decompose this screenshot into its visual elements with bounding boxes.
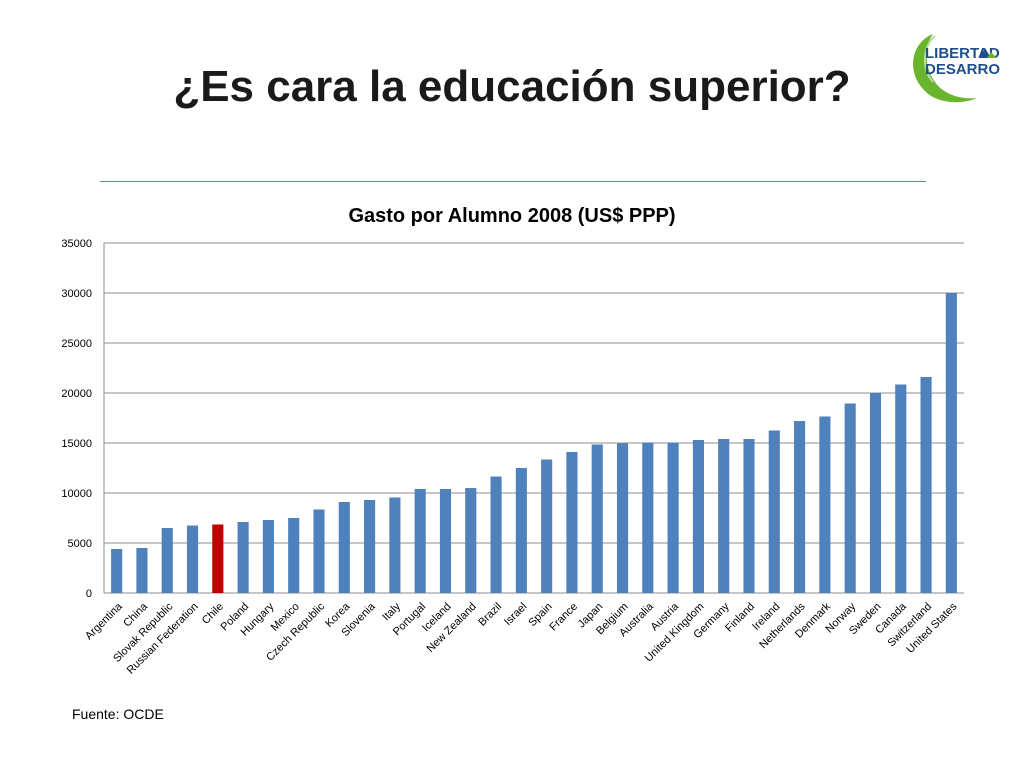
y-axis-ticks: 0 5000 10000 15000 20000 25000 30000 35000 [61, 238, 92, 600]
bar-korea [338, 502, 350, 593]
bar-chart: Gasto por Alumno 2008 (US$ PPP) 0 5000 100… [61, 205, 964, 677]
bar-united-kingdom [692, 440, 704, 593]
bars [111, 293, 957, 593]
bar-czech-republic [313, 509, 325, 593]
bar-iceland [439, 489, 452, 593]
y-tick-label: 5000 [68, 538, 92, 550]
bar-russian-federation [186, 525, 199, 593]
bar-slovak-republic [161, 528, 173, 593]
slide-title: ¿Es cara la educación superior? [173, 62, 851, 111]
bar-hungary [262, 520, 274, 593]
bar-denmark [819, 416, 831, 593]
x-tick-label: Brazil [476, 601, 504, 629]
source-note: Fuente: OCDE [72, 706, 164, 722]
y-tick-label: 25000 [61, 338, 92, 350]
bar-china [136, 548, 148, 593]
bar-belgium [616, 443, 629, 593]
logo-swoosh-icon [913, 34, 977, 103]
bar-mexico [288, 518, 300, 593]
bar-germany [718, 439, 730, 593]
bar-new-zealand [465, 488, 477, 593]
logo-line1: LIBERTAD [925, 45, 1000, 62]
bar-switzerland [920, 377, 932, 593]
x-tick-label: Argentina [83, 600, 125, 642]
y-tick-label: 35000 [61, 238, 92, 250]
x-tick-label: Israel [502, 601, 530, 629]
chart-title: Gasto por Alumno 2008 (US$ PPP) [348, 205, 675, 227]
x-tick-label: France [547, 601, 580, 634]
bar-slovenia [364, 500, 376, 593]
y-tick-label: 30000 [61, 288, 92, 300]
libertad-desarrollo-logo: LIBERTAD DESARROLLO [905, 28, 1024, 108]
bar-japan [591, 444, 603, 593]
y-tick-label: 20000 [61, 388, 92, 400]
bar-chile [212, 524, 224, 593]
logo-mountain-icon [979, 48, 991, 58]
bar-france [566, 452, 578, 593]
bar-italy [389, 497, 401, 593]
title-divider [100, 181, 926, 182]
bar-canada [895, 384, 907, 593]
bar-norway [844, 403, 856, 593]
bar-netherlands [794, 421, 806, 593]
bar-united-states [945, 293, 957, 593]
bar-poland [237, 522, 249, 593]
bar-israel [515, 468, 527, 593]
y-tick-label: 0 [86, 588, 92, 600]
bar-austria [667, 442, 679, 593]
bar-portugal [414, 489, 426, 593]
bar-brazil [490, 476, 502, 593]
bar-spain [541, 459, 553, 593]
gridlines [104, 242, 964, 594]
bar-australia [642, 442, 654, 593]
y-tick-label: 10000 [61, 488, 92, 500]
bar-argentina [111, 549, 123, 593]
bar-ireland [768, 430, 780, 593]
bar-finland [743, 439, 755, 593]
y-tick-label: 15000 [61, 438, 92, 450]
bar-sweden [869, 393, 882, 593]
logo-line2: DESARROLLO [925, 61, 1001, 78]
